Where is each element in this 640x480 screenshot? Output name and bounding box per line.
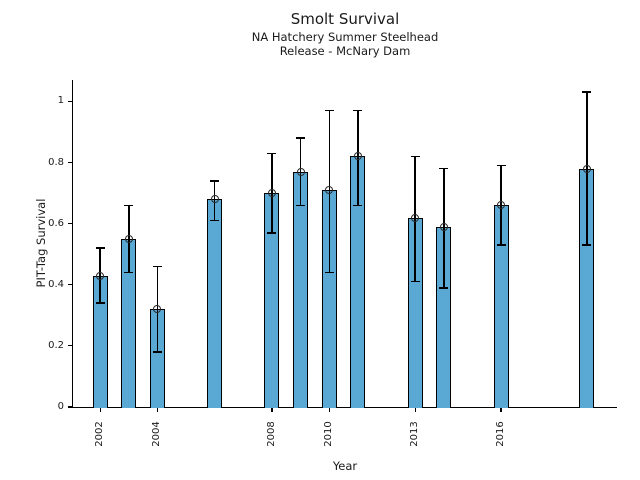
x-axis-spine: [72, 407, 617, 409]
chart-title: Smolt Survival: [290, 10, 400, 28]
x-tick: [500, 408, 502, 412]
error-cap-bottom: [410, 280, 420, 283]
x-tick-label: 2016: [495, 421, 507, 447]
bar-marker: [210, 195, 219, 204]
error-cap-top: [496, 164, 506, 167]
error-cap-top: [324, 109, 334, 112]
error-cap-top: [582, 91, 592, 93]
y-tick: [68, 406, 72, 408]
error-cap-bottom: [124, 271, 134, 274]
error-cap-bottom: [152, 351, 162, 353]
y-tick-label: 0.8: [48, 156, 64, 168]
error-cap-bottom: [210, 219, 220, 222]
error-cap-bottom: [496, 244, 506, 246]
bar-marker: [439, 222, 448, 231]
error-cap-top: [210, 180, 220, 182]
y-tick: [68, 223, 72, 225]
bar-marker: [267, 189, 276, 198]
bar-marker: [96, 271, 105, 280]
bar-marker: [124, 234, 133, 243]
x-tick-label: 2004: [151, 421, 163, 447]
y-tick-label: 0.4: [48, 278, 64, 290]
error-cap-top: [410, 155, 420, 158]
x-axis-label: Year: [332, 459, 358, 473]
y-axis-spine: [72, 80, 74, 408]
chart-subtitle-line2: Release - McNary Dam: [279, 44, 411, 58]
x-tick: [328, 408, 330, 412]
bar-marker: [411, 213, 420, 222]
error-cap-top: [152, 265, 162, 268]
x-tick-label: 2002: [94, 421, 106, 447]
x-tick-label: 2008: [265, 421, 277, 447]
y-tick-label: 1: [57, 95, 64, 107]
y-tick: [68, 100, 72, 102]
x-tick: [271, 408, 273, 412]
error-cap-top: [296, 137, 306, 139]
bar: [207, 199, 223, 408]
y-tick-label: 0.2: [48, 339, 64, 351]
error-cap-top: [353, 109, 363, 112]
bar-marker: [325, 186, 334, 195]
x-tick-label: 2013: [409, 421, 421, 447]
y-tick: [68, 345, 72, 347]
error-cap-top: [267, 152, 277, 155]
bar-marker: [153, 305, 162, 314]
y-tick: [68, 161, 72, 164]
error-cap-bottom: [267, 232, 277, 234]
error-cap-bottom: [353, 204, 363, 207]
chart-subtitle-line1: NA Hatchery Summer Steelhead: [251, 30, 439, 44]
y-tick-label: 0: [57, 401, 64, 412]
bar-marker: [296, 167, 305, 176]
error-cap-bottom: [95, 302, 105, 304]
x-tick: [99, 408, 101, 412]
y-tick: [68, 284, 72, 286]
x-tick: [156, 408, 159, 412]
y-tick-label: 0.6: [48, 217, 64, 229]
error-cap-bottom: [296, 204, 306, 207]
error-cap-bottom: [582, 244, 592, 246]
error-cap-top: [124, 204, 134, 207]
bar-marker: [353, 152, 362, 161]
error-cap-bottom: [439, 287, 449, 289]
x-tick: [414, 408, 416, 412]
error-cap-bottom: [324, 271, 334, 274]
bar-marker: [497, 201, 506, 210]
bar: [293, 171, 309, 408]
error-cap-top: [439, 167, 449, 170]
x-tick-label: 2010: [323, 421, 335, 447]
bar-marker: [582, 164, 591, 173]
error-cap-top: [95, 247, 105, 249]
